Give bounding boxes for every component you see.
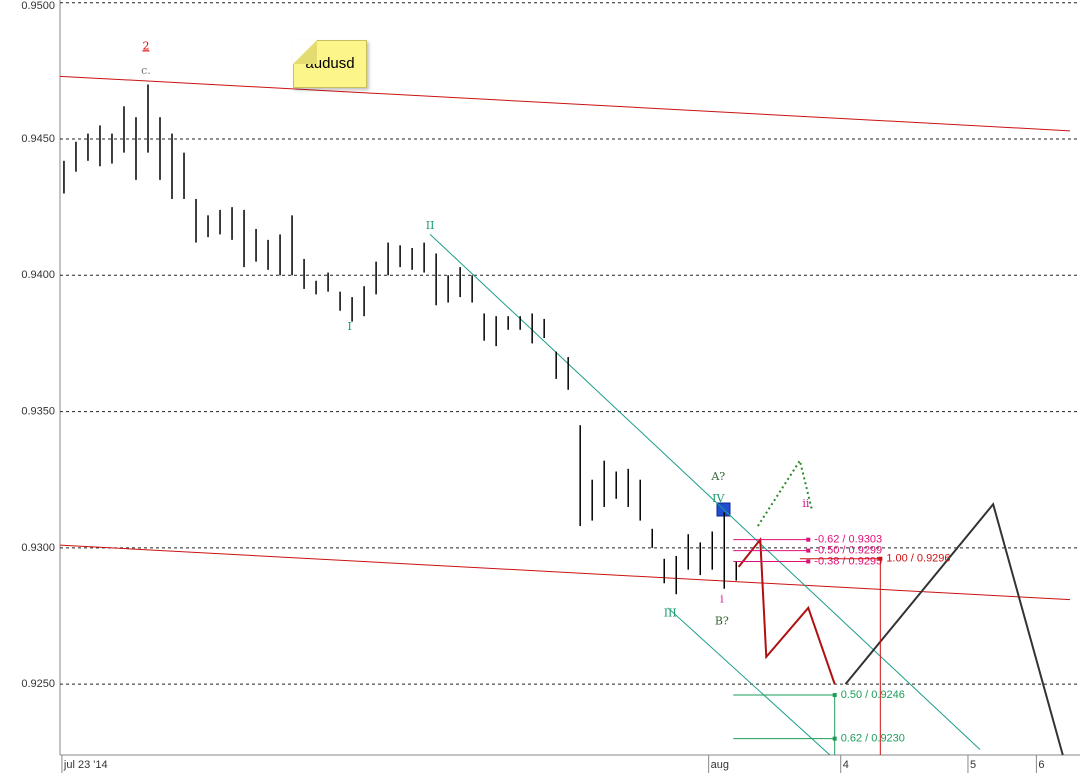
x-tick-label: aug	[711, 759, 729, 771]
symbol: audusd	[305, 55, 355, 72]
fib-label: -0.50 / 0.9299	[814, 544, 882, 556]
wave-label: III	[664, 606, 677, 619]
trend-line	[757, 458, 813, 527]
fib-handle	[832, 736, 837, 741]
y-tick-label: 0.9350	[21, 405, 55, 417]
wave-label: A?	[710, 470, 725, 483]
trend-line	[667, 607, 831, 756]
fib-label: -0.62 / 0.9303	[814, 534, 882, 546]
y-tick-label: 0.9300	[21, 542, 55, 554]
symbol-note: audusd	[293, 40, 367, 88]
note-fold	[293, 40, 317, 64]
y-tick-label: 0.9500	[21, 0, 55, 12]
fib-handle	[806, 537, 811, 542]
wave-label: I	[348, 320, 352, 333]
wave-label: c.	[141, 64, 151, 77]
wave-label: 2	[142, 39, 149, 52]
wave-label: B?	[715, 614, 729, 627]
fib-label: 0.50 / 0.9246	[841, 689, 905, 701]
trend-line	[737, 536, 836, 685]
y-tick-label: 0.9450	[21, 133, 55, 145]
fib-label: -0.38 / 0.9295	[814, 555, 882, 567]
wave-label: i	[720, 593, 724, 606]
trend-line	[59, 544, 1071, 601]
fib-handle	[806, 548, 811, 553]
y-tick-label: 0.9400	[21, 269, 55, 281]
y-tick-label: 0.9250	[21, 678, 55, 690]
fib-label: 1.00 / 0.9296	[886, 553, 950, 565]
x-tick-label: 4	[843, 759, 849, 771]
fib-label: 0.62 / 0.9230	[841, 733, 905, 745]
wave-label: IV	[712, 492, 725, 505]
wave-label: ii	[802, 497, 810, 510]
trend-line	[59, 75, 1071, 132]
fib-handle	[806, 559, 811, 564]
x-tick-label: 6	[1038, 759, 1044, 771]
trend-line	[844, 502, 1064, 756]
x-tick-label: jul 23 '14	[63, 759, 108, 771]
wave-label: II	[426, 219, 435, 232]
x-tick-label: 5	[970, 759, 976, 771]
trend-line	[429, 234, 981, 750]
